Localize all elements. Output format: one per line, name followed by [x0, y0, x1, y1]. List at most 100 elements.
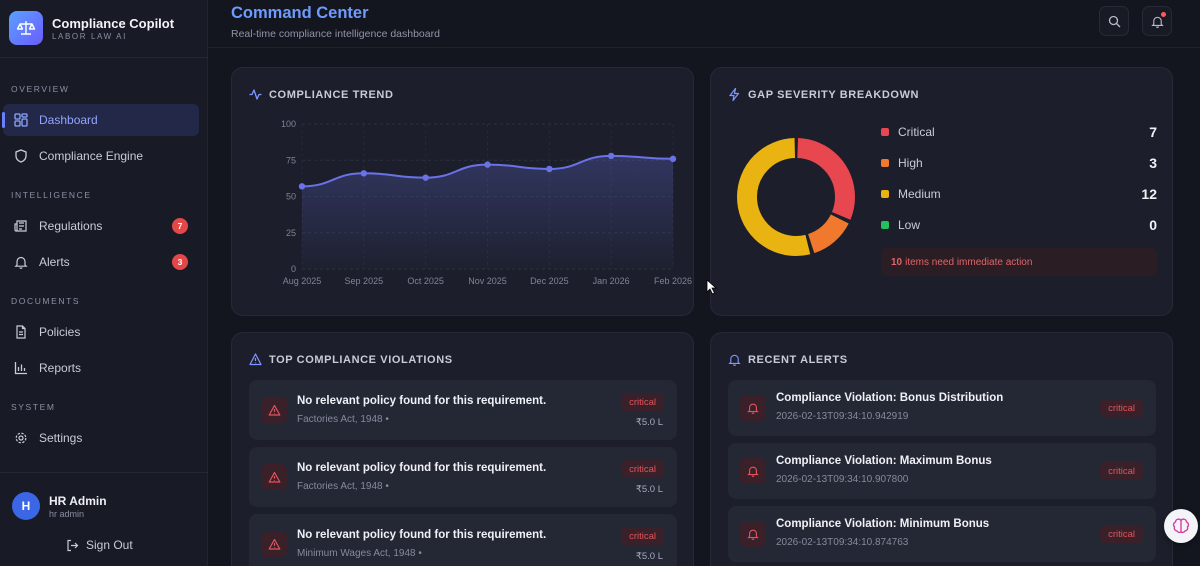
alert-row[interactable]: Compliance Violation: Maximum Bonus 2026…: [728, 443, 1156, 499]
legend-row-low: Low 0: [881, 215, 1157, 235]
x-tick-label: Jan 2026: [593, 276, 630, 286]
immediate-action-notice[interactable]: 10 items need immediate action: [881, 248, 1157, 276]
severity-badge: critical: [621, 460, 664, 478]
sidebar-item-compliance-engine[interactable]: Compliance Engine: [3, 140, 199, 172]
legend-value: 0: [1149, 217, 1157, 233]
severity-badge: critical: [621, 527, 664, 545]
sidebar-item-settings[interactable]: Settings: [3, 422, 199, 454]
card-title: GAP SEVERITY BREAKDOWN: [728, 88, 919, 101]
warning-icon: [261, 397, 287, 423]
warning-icon: [261, 531, 287, 557]
divider: [0, 472, 208, 473]
x-tick-label: Aug 2025: [283, 276, 322, 286]
document-icon: [13, 324, 29, 340]
sidebar: Compliance Copilot LABOR LAW AI OVERVIEW…: [0, 0, 208, 566]
violation-source: Minimum Wages Act, 1948 •: [297, 548, 422, 559]
legend-dot: [881, 190, 889, 198]
sidebar-item-reports[interactable]: Reports: [3, 352, 199, 384]
violation-title: No relevant policy found for this requir…: [297, 529, 547, 541]
violation-title: No relevant policy found for this requir…: [297, 395, 547, 407]
sidebar-item-label: Policies: [39, 325, 81, 339]
sidebar-item-dashboard[interactable]: Dashboard: [2, 104, 199, 136]
card-title-text: RECENT ALERTS: [748, 353, 848, 366]
sidebar-item-policies[interactable]: Policies: [3, 316, 199, 348]
sidebar-item-label: Reports: [39, 361, 82, 375]
newspaper-icon: [13, 218, 29, 234]
sign-out-button[interactable]: Sign Out: [66, 538, 133, 552]
legend-row-critical: Critical 7: [881, 122, 1157, 142]
card-title-text: TOP COMPLIANCE VIOLATIONS: [269, 353, 453, 366]
assistant-button[interactable]: [1164, 509, 1198, 543]
y-tick-label: 25: [286, 228, 296, 238]
legend-dot: [881, 221, 889, 229]
user-role: hr admin: [49, 508, 85, 519]
legend-value: 7: [1149, 124, 1157, 140]
legend-row-medium: Medium 12: [881, 184, 1157, 204]
scales-icon: [9, 11, 43, 45]
x-tick-label: Sep 2025: [345, 276, 384, 286]
legend-value: 12: [1141, 186, 1157, 202]
legend-label: Medium: [898, 187, 941, 201]
x-tick-label: Nov 2025: [468, 276, 507, 286]
x-tick-label: Dec 2025: [530, 276, 569, 286]
alert-row[interactable]: Compliance Violation: Minimum Bonus 2026…: [728, 506, 1156, 562]
section-system: SYSTEM: [11, 402, 56, 412]
data-point: [360, 170, 368, 177]
data-point: [546, 165, 553, 173]
lightning-icon: [729, 88, 740, 101]
recent-alerts-card: RECENT ALERTS Compliance Violation: Bonu…: [710, 332, 1173, 566]
violation-row[interactable]: No relevant policy found for this requir…: [249, 447, 677, 507]
page-subtitle: Real-time compliance intelligence dashbo…: [231, 28, 440, 40]
brand[interactable]: Compliance Copilot LABOR LAW AI: [9, 11, 174, 45]
brain-icon: [1172, 518, 1190, 534]
sidebar-item-label: Dashboard: [39, 113, 98, 127]
top-violations-card: TOP COMPLIANCE VIOLATIONS No relevant po…: [231, 332, 694, 566]
y-tick-label: 0: [291, 264, 296, 274]
section-intelligence: INTELLIGENCE: [11, 190, 92, 200]
alert-timestamp: 2026-02-13T09:34:10.942919: [776, 411, 909, 422]
violation-row[interactable]: No relevant policy found for this requir…: [249, 380, 677, 440]
legend-dot: [881, 159, 889, 167]
sidebar-item-label: Regulations: [39, 219, 103, 233]
user-profile[interactable]: H HR Admin hr admin: [12, 492, 107, 520]
sign-out-icon: [67, 539, 79, 551]
card-title-text: GAP SEVERITY BREAKDOWN: [748, 88, 920, 101]
gear-icon: [13, 430, 29, 446]
sidebar-item-label: Alerts: [39, 255, 70, 269]
legend-value: 3: [1149, 155, 1157, 171]
warning-icon: [261, 464, 287, 490]
legend-label: High: [898, 156, 923, 170]
sign-out-label: Sign Out: [86, 538, 133, 552]
data-point: [607, 152, 615, 160]
alert-row[interactable]: Compliance Violation: Bonus Distribution…: [728, 380, 1156, 436]
notification-dot: [1161, 12, 1166, 17]
header: Command Center Real-time compliance inte…: [208, 0, 1200, 48]
card-title-text: COMPLIANCE TREND: [269, 88, 394, 101]
bell-icon: [13, 254, 29, 270]
severity-badge: critical: [1100, 399, 1143, 417]
y-tick-label: 100: [281, 119, 296, 129]
app-title: Compliance Copilot: [52, 15, 175, 31]
divider: [0, 57, 208, 58]
page-title: Command Center: [231, 4, 369, 22]
alert-title: Compliance Violation: Minimum Bonus: [776, 518, 990, 530]
legend-label: Critical: [898, 125, 935, 139]
sidebar-item-alerts[interactable]: Alerts 3: [3, 246, 199, 278]
data-point: [484, 161, 491, 168]
severity-badge: critical: [1100, 462, 1143, 480]
card-title: COMPLIANCE TREND: [249, 88, 394, 101]
count-badge: 3: [172, 254, 188, 270]
search-button[interactable]: [1099, 6, 1129, 36]
warning-icon: [249, 353, 262, 366]
bell-icon: [1150, 16, 1164, 28]
severity-badge: critical: [621, 393, 664, 411]
alert-timestamp: 2026-02-13T09:34:10.874763: [776, 537, 909, 548]
bar-chart-icon: [13, 360, 29, 376]
sidebar-item-regulations[interactable]: Regulations 7: [3, 210, 199, 242]
data-point: [298, 183, 306, 190]
card-title: TOP COMPLIANCE VIOLATIONS: [249, 353, 453, 366]
donut-slice-critical: [737, 138, 855, 256]
violation-row[interactable]: No relevant policy found for this requir…: [249, 514, 677, 566]
legend-label: Low: [898, 218, 921, 232]
notifications-button[interactable]: [1142, 6, 1172, 36]
